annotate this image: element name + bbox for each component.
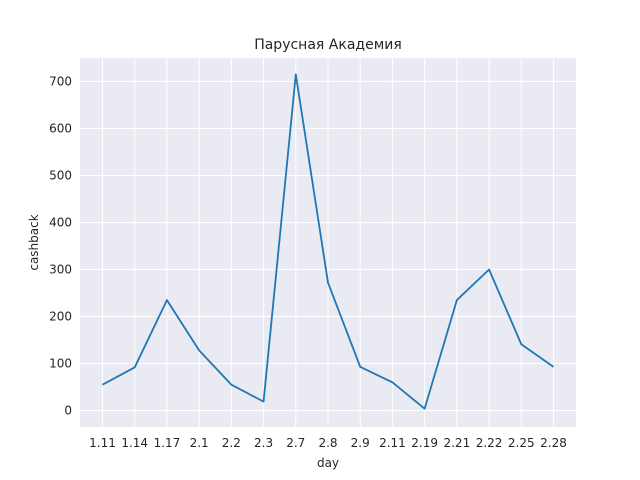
y-tick-label: 700 (49, 75, 72, 89)
x-tick-label: 2.7 (286, 436, 305, 450)
x-tick-label: 2.28 (540, 436, 567, 450)
x-tick-label: 2.25 (508, 436, 535, 450)
x-tick-label: 2.9 (351, 436, 370, 450)
x-tick-label: 2.19 (411, 436, 438, 450)
y-tick-labels: 0 100 200 300 400 500 600 700 (49, 75, 72, 418)
x-tick-label: 1.14 (121, 436, 148, 450)
y-tick-label: 600 (49, 122, 72, 136)
x-axis-label: day (317, 456, 339, 470)
x-tick-label: 1.11 (89, 436, 116, 450)
x-tick-label: 2.3 (254, 436, 273, 450)
y-axis-label: cashback (27, 214, 41, 270)
x-tick-label: 2.21 (443, 436, 470, 450)
y-tick-label: 500 (49, 169, 72, 183)
chart-title: Парусная Академия (254, 37, 402, 53)
series-layer (102, 73, 555, 410)
x-tick-label: 2.22 (476, 436, 503, 450)
x-tick-label: 2.11 (379, 436, 406, 450)
x-tick-label: 2.2 (222, 436, 241, 450)
y-tick-label: 0 (64, 404, 72, 418)
x-tick-label: 2.8 (318, 436, 337, 450)
x-tick-label: 1.17 (154, 436, 181, 450)
x-tick-label: 2.1 (190, 436, 209, 450)
y-tick-label: 200 (49, 310, 72, 324)
y-tick-label: 300 (49, 263, 72, 277)
x-tick-labels: 1.11 1.14 1.17 2.1 2.2 2.3 2.7 2.8 2.9 2.11 2.19 2.… (89, 436, 567, 450)
y-tick-label: 400 (49, 216, 72, 230)
y-tick-label: 100 (49, 357, 72, 371)
series-line (102, 73, 555, 410)
